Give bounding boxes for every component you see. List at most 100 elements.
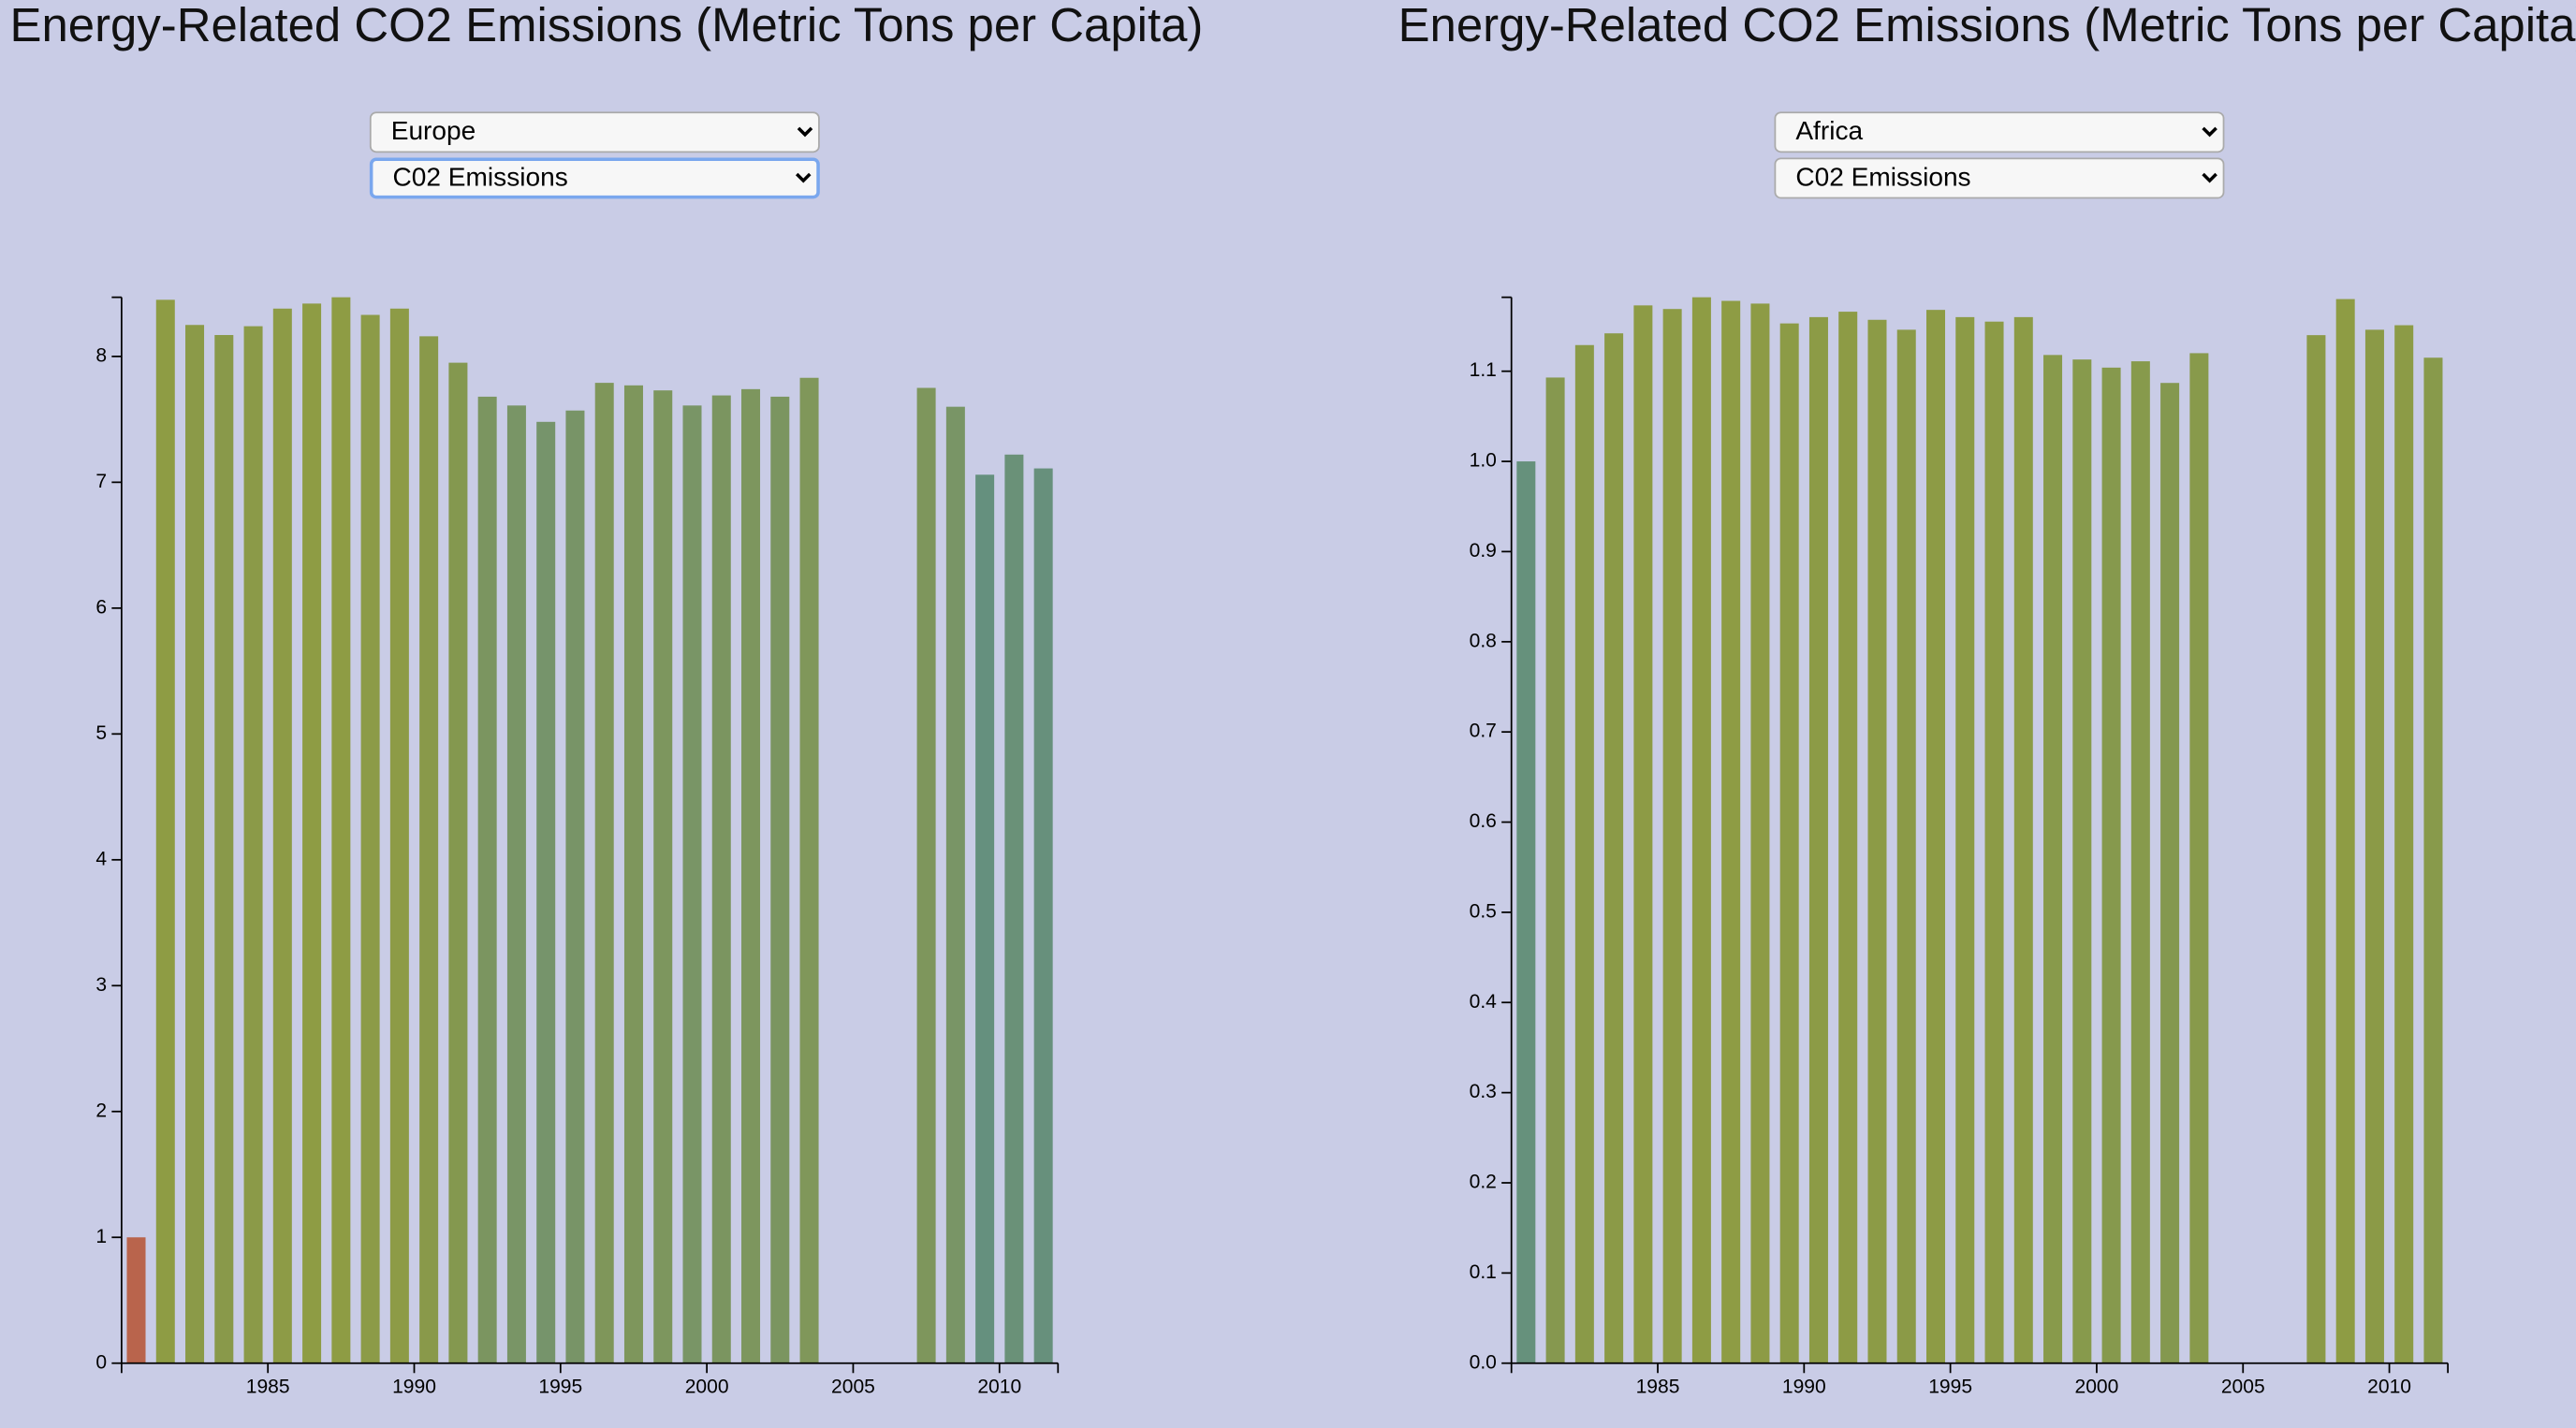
bar [1691,297,1711,1363]
bar [799,377,819,1363]
y-tick-label: 4 [95,848,107,869]
bar [1662,309,1682,1363]
y-tick-label: 0.3 [1470,1081,1497,1102]
bar [2423,357,2443,1363]
bar [302,303,322,1363]
bar [389,308,409,1363]
bar [536,421,556,1363]
bar [1721,300,1741,1363]
x-tick-label: 2005 [2221,1377,2265,1398]
x-tick-label: 2010 [2367,1377,2411,1398]
bar [711,395,731,1363]
bar [1779,323,1799,1363]
bar [1604,333,1624,1363]
y-tick-label: 0.6 [1470,810,1497,832]
y-tick-label: 0 [95,1351,107,1373]
x-tick-label: 1995 [538,1377,582,1398]
x-tick-label: 1990 [392,1377,436,1398]
bar [2130,361,2150,1363]
bar [770,396,790,1363]
bar [1516,461,1536,1363]
bar [1838,312,1858,1363]
x-tick-label: 1985 [1636,1377,1680,1398]
bar [682,405,702,1363]
chart-title: Energy-Related CO2 Emissions (Metric Ton… [9,0,1204,53]
y-tick-label: 0.5 [1470,900,1497,922]
bar [155,299,175,1363]
chart: 0 1 2 3 4 5 6 7 8 1985 1990 1995 2000 2005 2010 [95,296,1060,1398]
bar [2364,329,2384,1363]
metric-select[interactable]: C02 Emissions [369,157,820,199]
bar [2101,367,2121,1363]
x-tick-label: 1985 [246,1377,290,1398]
bar [565,410,585,1363]
bar [594,383,614,1363]
y-tick-label: 1.0 [1470,450,1497,472]
y-tick-label: 2 [95,1100,107,1121]
bar [2043,355,2063,1363]
bar [2072,359,2092,1363]
bar [945,406,965,1363]
bar [1808,316,1828,1363]
bar [243,326,263,1363]
bar [1633,305,1653,1363]
bar [1925,310,1946,1363]
chart: 0.0 0.1 0.2 0.3 0.4 0.5 0.6 0.7 0.8 0.9 1.0 1.1 1985… [1470,296,2449,1398]
bar [1545,377,1565,1363]
bar [1033,468,1053,1363]
bar [2335,299,2355,1363]
y-tick-label: 0.2 [1470,1172,1497,1193]
x-tick-label: 1990 [1782,1377,1826,1398]
bar [506,405,526,1363]
bar [623,385,643,1363]
y-tick-label: 0.9 [1470,540,1497,561]
bar [2013,316,2033,1363]
y-tick-label: 0.8 [1470,630,1497,651]
bar [2306,335,2326,1363]
y-tick-label: 0.0 [1470,1351,1497,1373]
y-tick-label: 3 [95,974,107,996]
bar [1750,303,1770,1363]
bar [916,387,936,1363]
y-tick-label: 0.4 [1470,991,1498,1013]
y-tick-label: 0.1 [1470,1261,1497,1283]
x-tick-label: 1995 [1928,1377,1972,1398]
bar [2160,383,2180,1363]
y-tick-label: 6 [95,596,107,618]
bar [360,314,380,1363]
y-tick-label: 5 [95,722,107,744]
x-tick-label: 2010 [977,1377,1021,1398]
bar [419,336,439,1363]
y-tick-label: 0.7 [1470,721,1497,742]
bar [1574,344,1594,1363]
bar [448,362,468,1363]
bar [1984,321,2004,1363]
bar [272,308,292,1363]
x-tick-label: 2005 [831,1377,875,1398]
chart-title: Energy-Related CO2 Emissions (Metric Ton… [1398,0,2576,53]
bar [126,1237,146,1363]
bar [1867,319,1887,1363]
y-tick-label: 7 [95,471,107,492]
region-select[interactable]: Europe [369,111,820,153]
bar [1955,316,1975,1363]
bar [185,325,205,1363]
metric-select[interactable]: C02 Emissions [1774,157,2225,199]
y-tick-label: 8 [95,344,107,366]
bar [1004,454,1024,1363]
bar [741,388,761,1363]
bar [653,390,673,1363]
bar [331,297,351,1363]
bar [2189,353,2209,1363]
bar [2394,325,2414,1363]
bar [214,335,234,1363]
y-tick-label: 1.1 [1470,359,1497,381]
region-select[interactable]: Africa [1774,111,2225,153]
y-tick-label: 1 [95,1226,107,1247]
x-tick-label: 2000 [2075,1377,2119,1398]
bar [477,396,497,1363]
bar [975,474,995,1363]
bar [1896,329,1916,1363]
